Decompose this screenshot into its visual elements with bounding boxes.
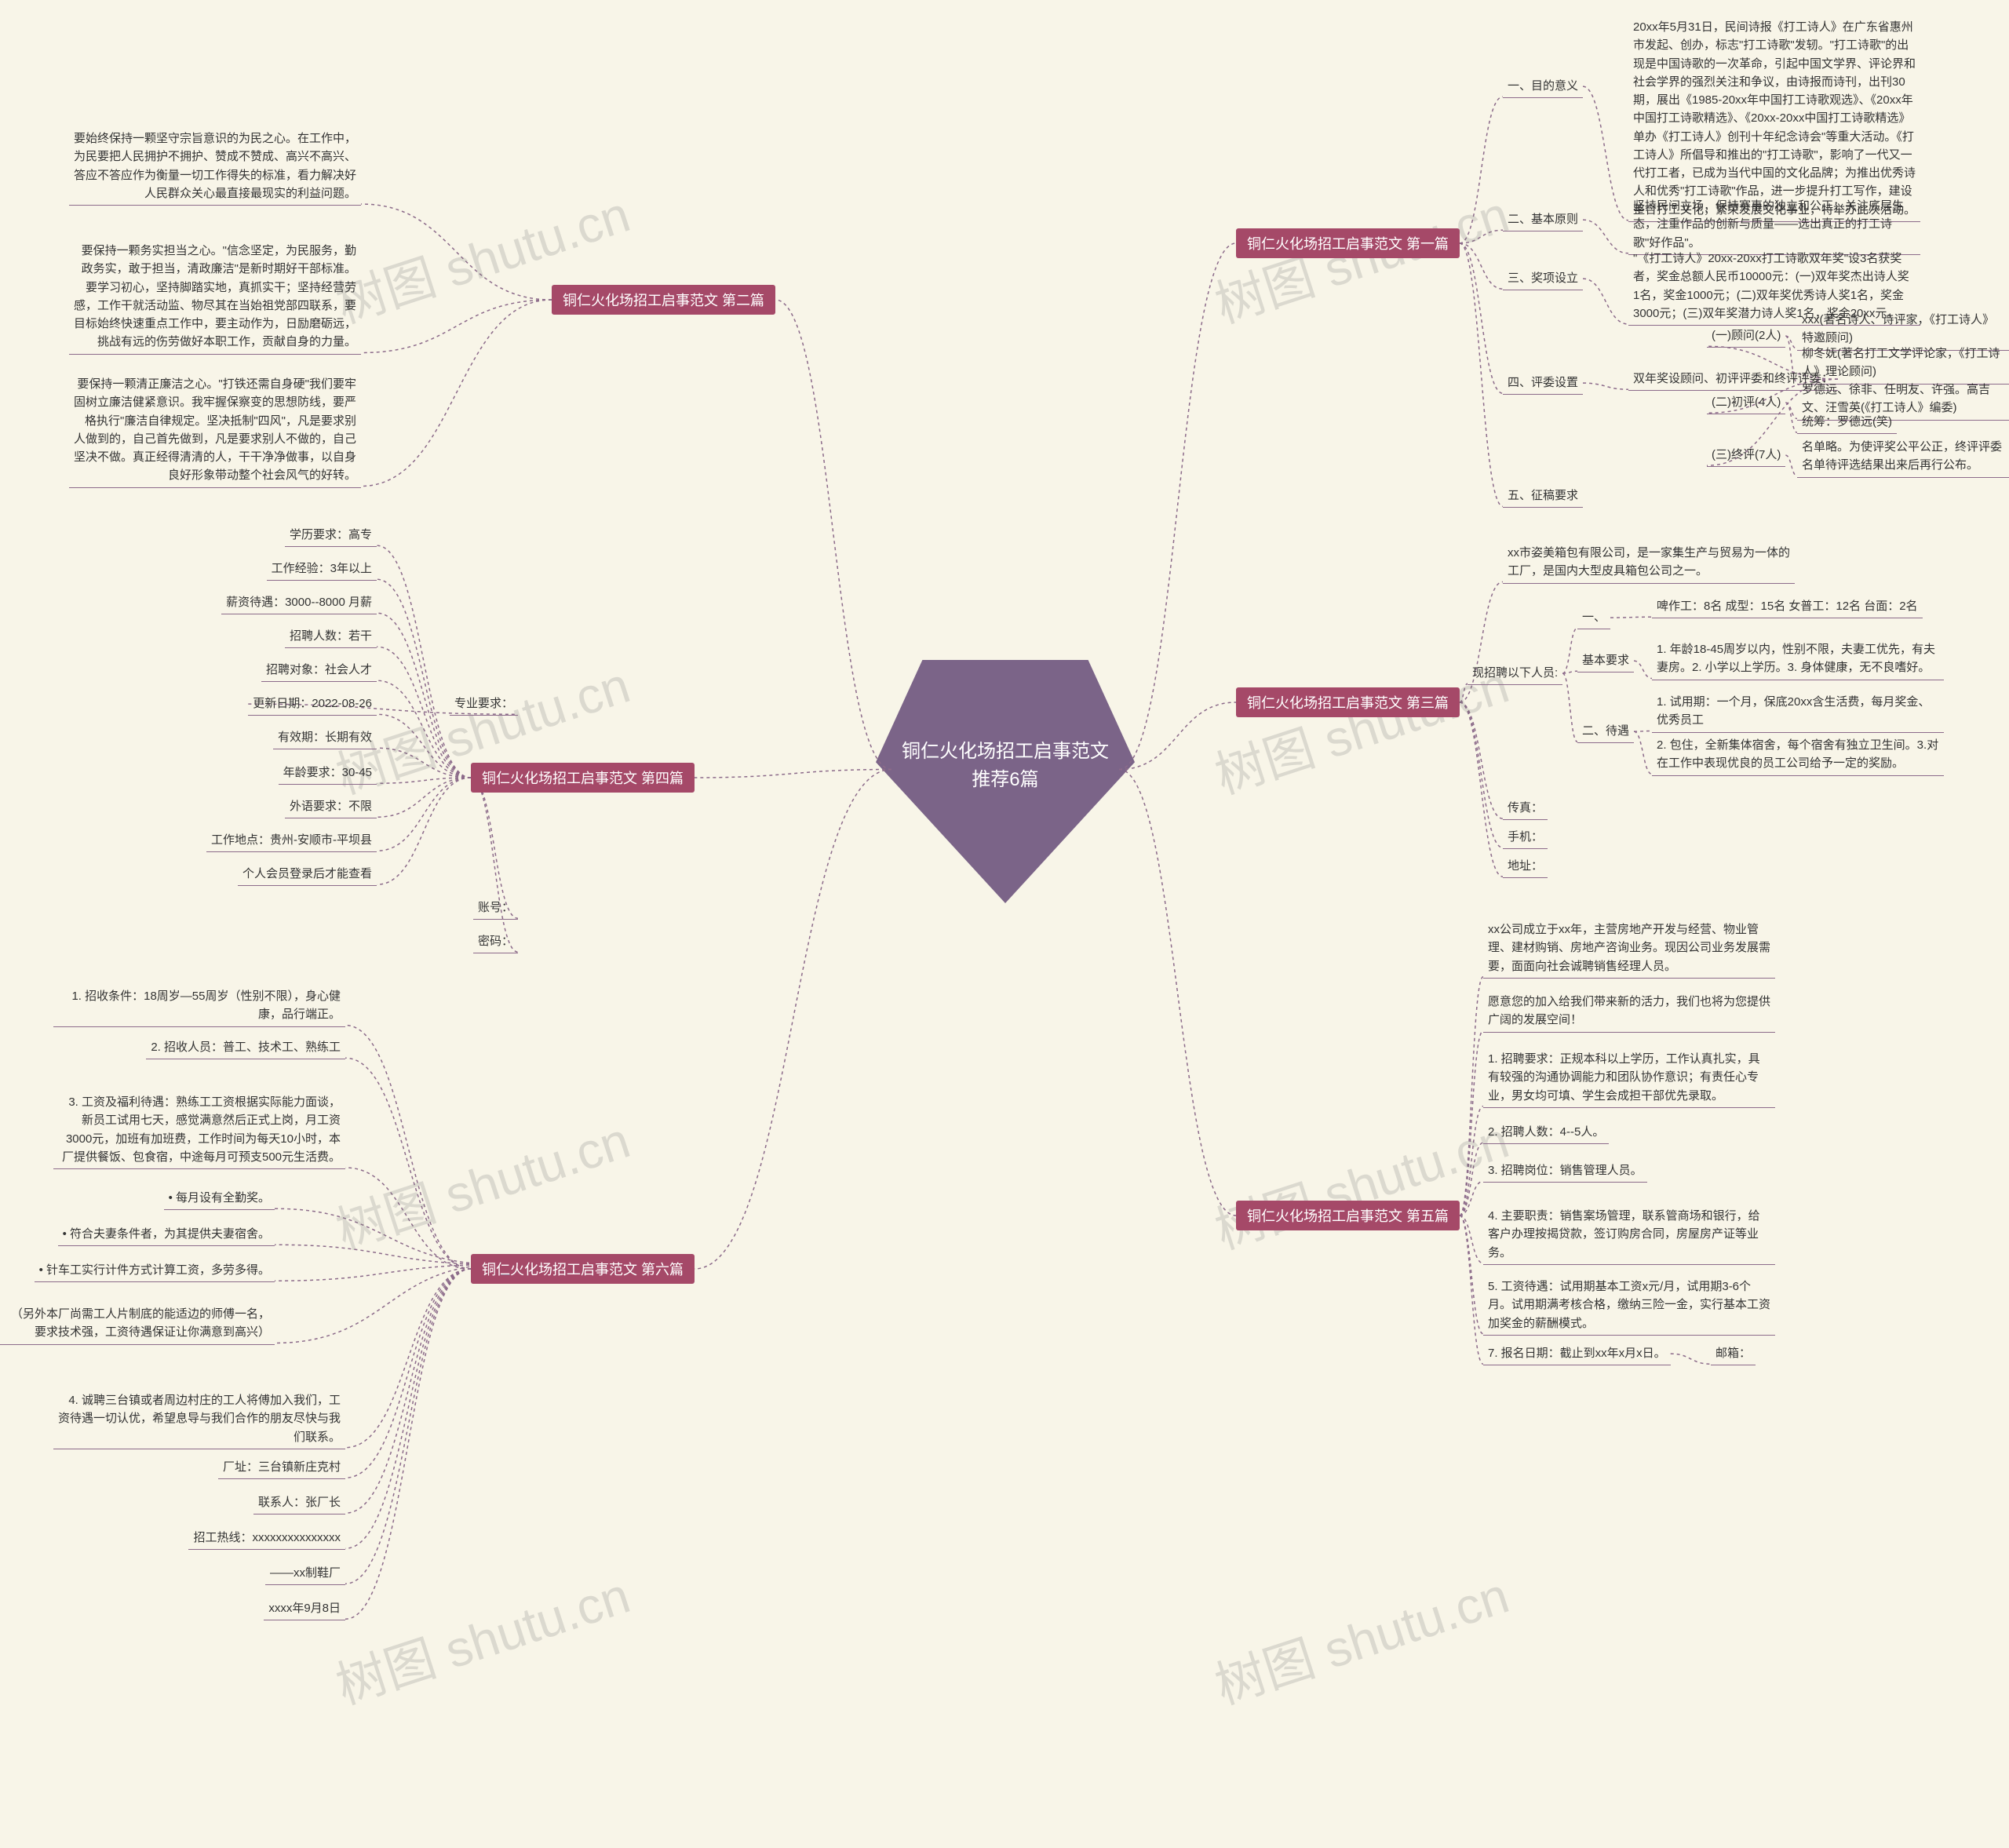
node-b6n1[interactable]: 1. 招收条件：18周岁—55周岁（性别不限），身心健康，品行端正。 [53, 985, 345, 1027]
node-b6n7[interactable]: 联系人：张厂长 [253, 1491, 345, 1514]
watermark: 树图 shutu.cn [1205, 1100, 1516, 1263]
node-b6n6[interactable]: 厂址：三台镇新庄克村 [218, 1456, 345, 1479]
node-b4n10[interactable]: 工作地点：贵州-安顺市-平坝县 [206, 829, 377, 852]
node-b2n2[interactable]: 要保持一颗务实担当之心。"信念坚定，为民服务，勤政务实，敢于担当，清政廉洁"是新… [69, 239, 361, 355]
node-b3n2[interactable]: 现招聘以下人员: [1468, 662, 1562, 685]
node-b1n4ab[interactable]: (二)初评(4人) [1707, 391, 1785, 414]
node-b3n2c1[interactable]: 1. 试用期：一个月，保底20xx含生活费，每月奖金、优秀员工 [1652, 691, 1944, 733]
node-b1n4[interactable]: 四、评委设置 [1503, 371, 1583, 395]
node-b3n5[interactable]: 地址： [1503, 855, 1548, 878]
node-b6n3[interactable]: 3. 工资及福利待遇：熟练工工资根据实际能力面谈，新员工试用七天，感觉满意然后正… [53, 1091, 345, 1169]
node-b3n4[interactable]: 手机： [1503, 826, 1548, 849]
node-b4n9[interactable]: 外语要求：不限 [285, 795, 377, 818]
node-b4n6[interactable]: 更新日期：2022-08-26 [248, 692, 377, 716]
node-b6n8[interactable]: 招工热线：xxxxxxxxxxxxxxx [188, 1526, 345, 1550]
node-b1n4ab2[interactable]: 统筹：罗德远(笑) [1797, 410, 1897, 434]
node-b3n2b[interactable]: 基本要求 [1577, 649, 1634, 672]
branch-b3[interactable]: 铜仁火化场招工启事范文 第三篇 [1236, 687, 1460, 717]
node-b1n2a[interactable]: 坚持民间立场，保持赛事的独立和公正；关注底层生态，注重作品的创新与质量——选出真… [1628, 195, 1920, 255]
node-b5n7[interactable]: 5. 工资待遇：试用期基本工资x元/月，试用期3-6个月。试用期满考核合格，缴纳… [1483, 1275, 1775, 1336]
node-b1n4ac[interactable]: (三)终评(7人) [1707, 443, 1785, 467]
node-b3n2c2[interactable]: 2. 包住，全新集体宿舍，每个宿舍有独立卫生间。3.对在工作中表现优良的员工公司… [1652, 734, 1944, 776]
watermark: 树图 shutu.cn [326, 1100, 637, 1263]
branch-b1[interactable]: 铜仁火化场招工启事范文 第一篇 [1236, 228, 1460, 258]
node-b6g2[interactable]: • 符合夫妻条件者，为其提供夫妻宿舍。 [58, 1223, 275, 1246]
node-b5n1[interactable]: xx公司成立于xx年，主营房地产开发与经营、物业管理、建材购销、房地产咨询业务。… [1483, 918, 1775, 979]
node-b4n3[interactable]: 薪资待遇：3000--8000 月薪 [221, 591, 377, 614]
node-b1n2[interactable]: 二、基本原则 [1503, 208, 1583, 231]
node-b4n2[interactable]: 工作经验：3年以上 [267, 557, 377, 581]
branch-b4[interactable]: 铜仁火化场招工启事范文 第四篇 [471, 763, 695, 793]
node-b1n4aa[interactable]: (一)顾问(2人) [1707, 324, 1785, 348]
node-b6g[interactable] [501, 1254, 510, 1275]
node-b6n2[interactable]: 2. 招收人员：普工、技术工、熟练工 [146, 1036, 345, 1059]
node-b1n4ac1[interactable]: 名单略。为使评奖公平公正，终评评委名单待评选结果出来后再行公布。 [1797, 436, 2009, 478]
node-b4n5[interactable]: 招聘对象：社会人才 [261, 658, 377, 682]
node-b1n1a[interactable]: 20xx年5月31日，民间诗报《打工诗人》在广东省惠州市发起、创办，标志"打工诗… [1628, 16, 1920, 222]
node-b2n1[interactable]: 要始终保持一颗坚守宗旨意识的为民之心。在工作中，为民要把人民拥护不拥护、赞成不赞… [69, 127, 361, 206]
node-b3n2a1[interactable]: 啤作工：8名 成型：15名 女普工：12名 台面：2名 [1652, 595, 1923, 618]
node-b5n8a[interactable]: 邮箱： [1711, 1342, 1756, 1365]
node-b2n3[interactable]: 要保持一颗清正廉洁之心。"打铁还需自身硬"我们要牢固树立廉洁健紧意识。我牢握保察… [69, 373, 361, 488]
node-b4n11[interactable]: 个人会员登录后才能查看 [238, 862, 377, 886]
branch-b5[interactable]: 铜仁火化场招工启事范文 第五篇 [1236, 1201, 1460, 1230]
node-b6n10[interactable]: xxxx年9月8日 [264, 1597, 345, 1620]
node-b5n6[interactable]: 4. 主要职责：销售案场管理，联系管商场和银行，给客户办理按揭贷款，签订购房合同… [1483, 1205, 1775, 1265]
node-b4n8[interactable]: 年龄要求：30-45 [279, 761, 377, 785]
node-b6n5[interactable]: 4. 诚聘三台镇或者周边村庄的工人将傅加入我们，工资待遇一切认优，希望息导与我们… [53, 1389, 345, 1449]
node-b1n3[interactable]: 三、奖项设立 [1503, 267, 1583, 290]
node-b4n6a[interactable]: 专业要求： [450, 692, 518, 716]
node-b1n5[interactable]: 五、征稿要求 [1503, 484, 1583, 508]
node-b4n12[interactable]: 账号： [473, 896, 518, 920]
node-b5n8[interactable]: 7. 报名日期：截止到xx年x月x日。 [1483, 1342, 1671, 1365]
node-b6g1[interactable]: • 每月设有全勤奖。 [164, 1186, 275, 1210]
node-b1n1[interactable]: 一、目的意义 [1503, 75, 1583, 98]
center-topic: 铜仁火化场招工启事范文 推荐6篇 [876, 691, 1135, 840]
node-b6n9[interactable]: ——xx制鞋厂 [265, 1562, 345, 1585]
node-b5n2[interactable]: 愿意您的加入给我们带来新的活力，我们也将为您提供广阔的发展空间！ [1483, 990, 1775, 1033]
node-b6g4[interactable]: （另外本厂尚需工人片制底的能适边的师傅一名，要求技术强，工资待遇保证让你满意到高… [0, 1303, 275, 1345]
node-b4n13[interactable]: 密码： [473, 930, 518, 953]
node-b3n3[interactable]: 传真： [1503, 796, 1548, 820]
node-b4n4[interactable]: 招聘人数：若干 [285, 625, 377, 648]
node-b3n2b1[interactable]: 1. 年龄18-45周岁以内，性别不限，夫妻工优先，有夫妻房。2. 小学以上学历… [1652, 638, 1944, 680]
mindmap-canvas: 树图 shutu.cn 树图 shutu.cn 树图 shutu.cn 树图 shut… [0, 0, 2009, 1848]
watermark: 树图 shutu.cn [1205, 1555, 1516, 1718]
node-b4n1[interactable]: 学历要求：高专 [285, 523, 377, 547]
watermark: 树图 shutu.cn [326, 1555, 637, 1718]
node-b5n3[interactable]: 1. 招聘要求：正规本科以上学历，工作认真扎实，具有较强的沟通协调能力和团队协作… [1483, 1048, 1775, 1108]
node-b5n4[interactable]: 2. 招聘人数：4--5人。 [1483, 1121, 1609, 1144]
node-b6g3[interactable]: • 针车工实行计件方式计算工资，多劳多得。 [35, 1259, 275, 1282]
node-b3n1[interactable]: xx市姿美箱包有限公司，是一家集生产与贸易为一体的工厂，是国内大型皮具箱包公司之… [1503, 541, 1795, 584]
branch-b2[interactable]: 铜仁火化场招工启事范文 第二篇 [552, 285, 775, 315]
node-b4n7[interactable]: 有效期：长期有效 [273, 726, 377, 749]
node-b5n5[interactable]: 3. 招聘岗位：销售管理人员。 [1483, 1159, 1647, 1183]
node-b3n2c[interactable]: 二、待遇 [1577, 720, 1634, 743]
node-b3n2a[interactable]: 一、 [1577, 606, 1610, 629]
